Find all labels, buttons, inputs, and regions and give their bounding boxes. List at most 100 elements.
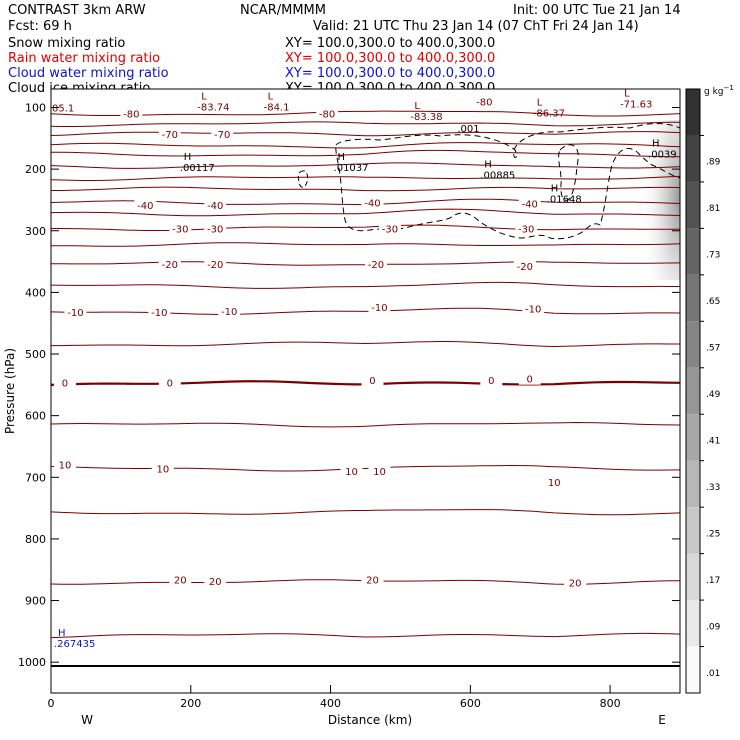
contour-label: 20	[569, 579, 582, 590]
contour-label: -10	[67, 308, 83, 319]
contour-label: -80	[476, 97, 492, 108]
contour-label-bg	[204, 574, 227, 587]
colorbar-segment	[686, 460, 700, 508]
colorbar-segment	[686, 367, 700, 415]
header-model: CONTRAST 3km ARW	[8, 3, 146, 18]
contour-label: -10	[371, 303, 387, 314]
contour-25	[51, 632, 680, 639]
extremum-L-marker: L	[201, 92, 207, 103]
contour-label: -70	[214, 130, 230, 141]
contour-label-bg	[53, 376, 76, 389]
extremum-value: -83.74	[197, 103, 229, 114]
contour-label-bg	[158, 258, 181, 271]
plot-border	[50, 88, 681, 694]
contour-label: 20	[209, 577, 222, 588]
colorbar-segment	[686, 553, 700, 601]
x-axis: 0 200 400 600 800	[48, 685, 621, 710]
legend-xy-snow: XY= 100.0,300.0 to 400.0,300.0	[285, 36, 495, 51]
y-tick-label: 600	[25, 410, 46, 423]
contour-label: 0	[167, 378, 173, 389]
contour-label: 20	[174, 576, 187, 587]
colorbar-unit-exp: −1	[724, 84, 734, 92]
extremum-L-marker: L	[414, 101, 420, 112]
extremum-value: -71.63	[620, 99, 652, 110]
x-tick-label: 600	[460, 697, 481, 710]
x-tick-label: 200	[180, 697, 201, 710]
colorbar-label: .01	[706, 669, 720, 679]
contour-label: 0	[527, 375, 533, 386]
contour--75	[51, 121, 680, 127]
colorbar-label: .81	[706, 204, 720, 214]
contour-label: -10	[525, 304, 541, 315]
contour-label-bg	[204, 198, 227, 211]
annotation-label: .001	[457, 124, 479, 135]
colorbar-label: .25	[706, 529, 720, 539]
contour-label: -30	[382, 224, 398, 235]
extremum-value: .00117	[180, 163, 215, 174]
contour-label: -30	[172, 224, 188, 235]
extremum-value: .01648	[547, 194, 582, 205]
y-tick-label: 800	[25, 533, 46, 546]
contour-label-bg	[134, 198, 157, 211]
extremum-value: .01037	[334, 163, 369, 174]
contour-label: 0	[62, 378, 68, 389]
contour--30	[51, 224, 680, 231]
x-tick-label: 0	[48, 697, 55, 710]
colorbar-segment	[686, 181, 700, 229]
extremum-L-marker: L	[537, 98, 543, 109]
contour-label: -30	[207, 224, 223, 235]
extremum-value: .0039	[648, 149, 677, 160]
x-axis-label: Distance (km)	[328, 713, 412, 727]
extremum-H-marker: H	[484, 159, 492, 170]
colorbar-unit-base: g kg	[704, 87, 724, 97]
extremum-L-marker: L	[624, 88, 630, 99]
contour--80	[51, 110, 680, 117]
colorbar-segment	[686, 646, 700, 693]
header-org: NCAR/MMMM	[240, 3, 326, 18]
y-tick-label: 700	[25, 471, 46, 484]
contour--65	[51, 142, 680, 149]
contour-label-bg	[364, 258, 387, 271]
colorbar-label: .33	[706, 483, 720, 493]
contour-label: 10	[59, 460, 72, 471]
contour-label-bg	[522, 302, 545, 315]
contour-label-bg	[515, 222, 538, 235]
contour-label: -40	[207, 201, 223, 212]
colorbar-segment	[686, 414, 700, 461]
contour-label: -70	[162, 130, 178, 141]
y-tick-label: 1000	[18, 656, 46, 669]
contour-label-bg	[518, 372, 541, 385]
contour--55	[51, 162, 680, 169]
colorbar-label: .73	[706, 251, 720, 261]
y-tick-label: 300	[25, 225, 46, 238]
colorbar-label: .09	[706, 622, 721, 632]
contour-label: 20	[366, 576, 379, 587]
contour-label-bg	[473, 95, 496, 108]
extremum-value: .267435	[54, 639, 95, 650]
extremum-value: -83.38	[410, 112, 442, 123]
contour-5	[51, 421, 680, 428]
colorbar-segment	[686, 507, 700, 554]
mixing-ratio-shading	[640, 120, 680, 280]
extremum-value: -84.1	[264, 103, 290, 114]
y-tick-label: 500	[25, 348, 46, 361]
contour-label: -80	[319, 110, 335, 121]
contour-label-bg	[158, 127, 181, 140]
contour-label: -20	[368, 260, 384, 271]
contour-label: -40	[522, 200, 538, 211]
colorbar-label: .89	[706, 158, 721, 168]
contour-label-bg	[564, 576, 587, 589]
contour-label: 0	[488, 376, 494, 387]
colorbar-segment	[686, 89, 700, 136]
annotation-label: 85.1	[52, 103, 74, 114]
legend-name-snow: Snow mixing ratio	[8, 36, 125, 51]
contour-labels: -80 -80 -80 -70 -70 -40 -40 -40 -40 -30 -30 -30 -30 -…	[52, 88, 677, 649]
legend-name-cloud-water: Cloud water mixing ratio	[8, 66, 169, 81]
contour-label-bg	[513, 259, 536, 272]
contour--70	[51, 131, 680, 137]
contour--15	[51, 281, 680, 289]
contour-label-bg	[368, 301, 391, 314]
contour-label-bg	[340, 465, 363, 478]
contour--45	[51, 186, 680, 192]
